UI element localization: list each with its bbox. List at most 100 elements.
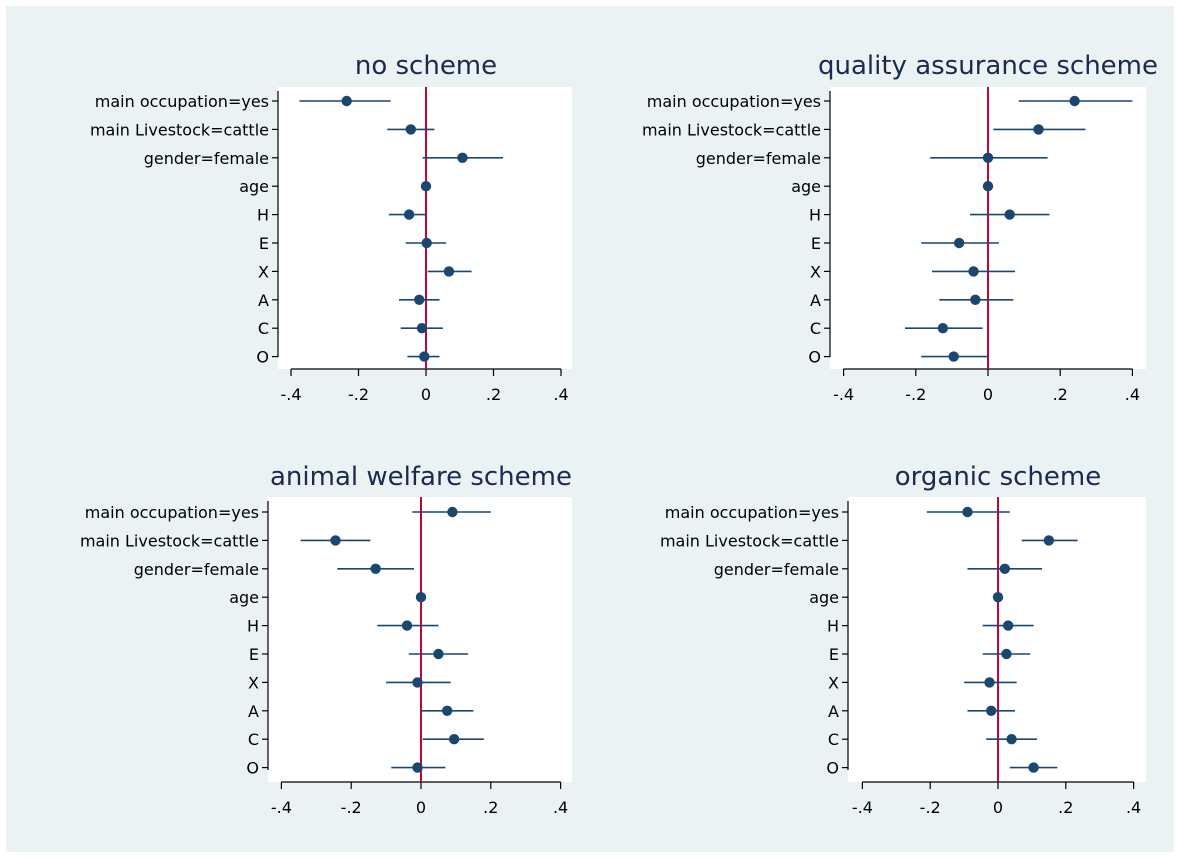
panel-2-category-label: main Livestock=cattle <box>642 120 821 139</box>
panel-3-point-estimate <box>415 592 427 603</box>
panel-4-category-label: main Livestock=cattle <box>660 531 839 550</box>
panel-4-x-tick-label: .2 <box>1058 798 1073 817</box>
panel-2-point-estimate <box>1004 209 1015 220</box>
panel-1-x-tick-label: .2 <box>486 385 501 404</box>
panel-3-category-label: main Livestock=cattle <box>80 531 259 550</box>
panel-2-x-tick-label: -.2 <box>905 385 926 404</box>
panel-1-point-estimate <box>457 152 468 163</box>
panel-3-point-estimate <box>441 705 453 716</box>
panel-1-point-estimate <box>341 95 352 107</box>
panel-2-category-label: A <box>810 291 821 310</box>
panel-1-category-label: gender=female <box>144 149 269 168</box>
panel-2-x-tick-label: -.4 <box>833 385 854 404</box>
panel-1-point-estimate <box>414 294 425 305</box>
panel-3-point-estimate <box>330 535 341 546</box>
panel-4-x-tick-label: -.4 <box>852 798 873 817</box>
panel-2-category-label: C <box>810 319 821 338</box>
panel-1-category-label: age <box>239 177 269 196</box>
panel-2-category-label: E <box>811 234 821 253</box>
panel-4-x-tick-label: -.2 <box>920 798 941 817</box>
panel-2-point-estimate <box>937 323 949 334</box>
panel-3-point-estimate <box>447 506 458 518</box>
panel-4-point-estimate <box>1043 535 1055 546</box>
panel-2-category-label: O <box>808 348 821 367</box>
panel-1-category-label: E <box>259 234 269 253</box>
panel-4-point-estimate <box>1006 734 1017 745</box>
panel-3-point-estimate <box>412 762 423 773</box>
panel-2-point-estimate <box>970 294 981 305</box>
panel-4-point-estimate <box>992 592 1004 603</box>
panel-1-category-label: main Livestock=cattle <box>90 120 269 139</box>
panel-2-category-label: H <box>809 206 821 225</box>
panel-3-x-tick-label: .4 <box>553 798 568 817</box>
panel-3-category-label: gender=female <box>134 560 259 579</box>
panel-4-point-estimate <box>1028 762 1039 773</box>
panel-3-point-estimate <box>412 677 423 688</box>
panel-2-category-label: X <box>810 262 821 281</box>
panel-4-point-estimate <box>986 705 997 716</box>
panel-2-category-label: age <box>791 177 821 196</box>
panel-2-x-tick-label: 0 <box>983 385 993 404</box>
panel-3-category-label: age <box>229 588 259 607</box>
panel-1-category-label: main occupation=yes <box>95 92 269 111</box>
panel-4-category-label: gender=female <box>714 560 839 579</box>
panel-2-point-estimate <box>982 152 994 163</box>
panel-2-title: quality assurance scheme <box>818 51 1158 81</box>
panel-4-point-estimate <box>1001 648 1012 660</box>
panel-4-category-label: E <box>829 645 839 664</box>
panel-4-point-estimate <box>984 677 995 688</box>
panel-3-category-label: A <box>248 702 259 721</box>
panel-3-category-label: X <box>248 673 259 692</box>
panel-4-category-label: age <box>809 588 839 607</box>
panel-2-point-estimate <box>953 237 965 249</box>
panel-3-point-estimate <box>448 734 460 745</box>
panel-1-x-tick-label: -.2 <box>348 385 369 404</box>
panel-1-point-estimate <box>420 181 432 192</box>
panel-4-category-label: O <box>826 759 839 778</box>
panel-3-point-estimate <box>401 620 413 631</box>
panel-4-category-label: X <box>828 673 839 692</box>
panel-1-x-tick-label: 0 <box>421 385 431 404</box>
panel-1-x-tick-label: -.4 <box>280 385 301 404</box>
panel-3-point-estimate <box>370 563 381 574</box>
panel-1-point-estimate <box>416 323 428 334</box>
panel-1-category-label: H <box>257 206 269 225</box>
panel-3-category-label: O <box>246 759 259 778</box>
panel-3-point-estimate <box>433 648 444 660</box>
panel-1-category-label: C <box>258 319 269 338</box>
panel-1-category-label: A <box>258 291 269 310</box>
panel-4-point-estimate <box>1002 620 1014 631</box>
panel-2-point-estimate <box>1069 95 1080 107</box>
panel-4-x-tick-label: 0 <box>993 798 1003 817</box>
panel-2-x-tick-label: .2 <box>1053 385 1068 404</box>
panel-3-title: animal welfare scheme <box>270 462 572 492</box>
panel-3-category-label: main occupation=yes <box>85 503 259 522</box>
panel-3-x-tick-label: 0 <box>416 798 426 817</box>
panel-2-point-estimate <box>948 351 959 362</box>
panel-2-point-estimate <box>1033 124 1044 135</box>
panel-1-category-label: X <box>258 262 269 281</box>
panel-1-point-estimate <box>443 266 455 277</box>
panel-1-point-estimate <box>403 209 415 220</box>
panel-3-category-label: E <box>249 645 259 664</box>
panel-4-title: organic scheme <box>895 462 1101 492</box>
panel-3-x-tick-label: .2 <box>483 798 498 817</box>
panel-4-point-estimate <box>962 506 973 518</box>
panel-2-category-label: main occupation=yes <box>647 92 821 111</box>
panel-1-point-estimate <box>421 237 432 249</box>
panel-1-point-estimate <box>405 124 417 135</box>
panel-4-x-tick-label: .4 <box>1126 798 1141 817</box>
panel-4-category-label: H <box>827 617 839 636</box>
panel-2-category-label: gender=female <box>696 149 821 168</box>
panel-3-x-tick-label: -.2 <box>341 798 362 817</box>
panel-3-category-label: H <box>247 617 259 636</box>
panel-4-category-label: main occupation=yes <box>665 503 839 522</box>
panel-1-x-tick-label: .4 <box>553 385 568 404</box>
panel-3-category-label: C <box>248 730 259 749</box>
panel-2-x-tick-label: .4 <box>1125 385 1140 404</box>
panel-2-point-estimate <box>968 266 979 277</box>
panel-1-point-estimate <box>419 351 430 362</box>
panel-3-x-tick-label: -.4 <box>271 798 292 817</box>
panel-1-category-label: O <box>256 348 269 367</box>
